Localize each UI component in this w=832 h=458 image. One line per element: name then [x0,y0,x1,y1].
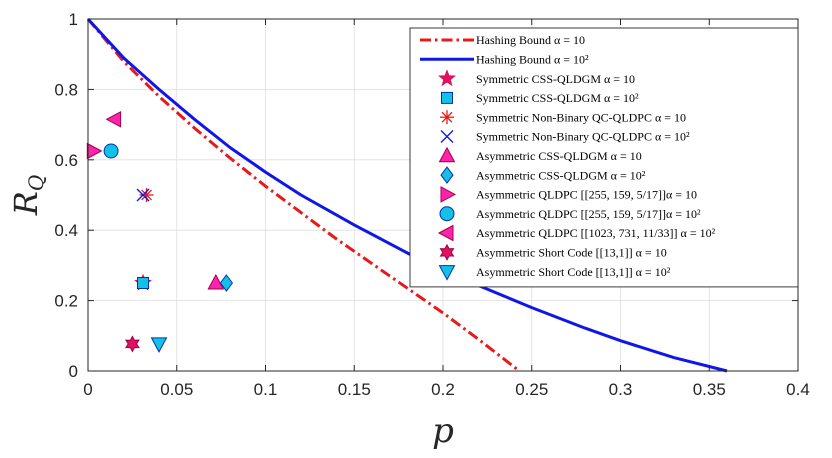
x-tick-label: 0.25 [515,380,548,399]
y-tick-label: 1 [69,10,78,29]
x-tick-label: 0.15 [338,380,371,399]
y-tick-label: 0.6 [54,151,78,170]
x-tick-label: 0.05 [160,380,193,399]
data-point-triangle-down-11 [150,337,168,353]
legend-entry: Asymmetric Short Code [[13,1]] α = 10 [439,243,667,261]
data-point-diamond-6 [219,274,234,292]
legend-label: Symmetric CSS-QLDGM α = 10² [476,91,639,105]
legend-label: Symmetric CSS-QLDGM α = 10 [476,72,635,86]
legend-entry: Symmetric Non-Binary QC-QLDPC α = 10² [440,130,690,144]
legend-label: Asymmetric CSS-QLDGM α = 10² [476,168,646,182]
legend-entry: Asymmetric CSS-QLDGM α = 10² [440,166,646,184]
axis-labels: p RQ [7,175,454,451]
data-point-triangle-up-5 [207,273,225,290]
curve-hashing-bound-2 [86,17,728,373]
data-points [86,110,234,353]
data-point-circle-8 [103,143,119,159]
data-point-square-2 [137,277,150,289]
data-point-hexagram-10 [124,335,140,353]
legend-label: Asymmetric CSS-QLDGM α = 10 [476,149,642,163]
y-tick-label: 0 [69,362,78,381]
x-tick-label: 0.3 [609,380,633,399]
y-tick-label: 0.8 [54,80,78,99]
data-point-asterisk-3 [139,188,154,202]
legend-label: Asymmetric Short Code [[13,1]] α = 10² [476,265,671,279]
legend-label: Asymmetric Short Code [[13,1]] α = 10 [476,246,667,260]
x-tick-label: 0.35 [693,380,726,399]
legend-marker [439,206,455,222]
legend-marker [437,224,454,242]
legend-entry: Asymmetric Short Code [[13,1]] α = 10² [438,265,671,281]
legend-entry: Asymmetric CSS-QLDGM α = 10 [438,146,642,163]
legend-marker [439,243,455,261]
legend-box [409,27,799,288]
data-point-triangle-right-7 [86,142,103,160]
legend-marker [440,166,454,184]
legend: Hashing Bound α = 10 Hashing Bound α = 10… [409,27,799,288]
legend-entry: Symmetric CSS-QLDGM α = 10 [438,69,635,87]
legend-entry: Asymmetric QLDPC [[255, 159, 5/17]]α = 1… [439,206,701,222]
legend-marker [438,69,456,87]
legend-marker [438,146,456,163]
y-tick-label: 0.4 [54,221,78,240]
data-point-x-4 [136,188,150,202]
legend-entry: Hashing Bound α = 10² [420,53,589,67]
x-tick-label: 0 [83,380,92,399]
legend-label: Hashing Bound α = 10² [476,53,589,67]
legend-entry: Asymmetric QLDPC [[255, 159, 5/17]]α = 1… [440,186,697,203]
legend-entry: Symmetric CSS-QLDGM α = 10² [441,91,639,105]
legend-marker [440,110,454,125]
legend-marker [438,265,456,281]
data-point-triangle-left-9 [105,110,122,128]
legend-label: Symmetric Non-Binary QC-QLDPC α = 10² [476,130,690,144]
legend-label: Asymmetric QLDPC [[255, 159, 5/17]]α = 1… [476,188,697,202]
x-tick-label: 0.2 [431,380,455,399]
legend-label: Asymmetric QLDPC [[255, 159, 5/17]]α = 1… [476,207,701,221]
y-tick-label: 0.2 [54,292,78,311]
legend-label: Hashing Bound α = 10 [476,33,585,47]
y-axis-label: RQ [7,175,48,217]
curves [86,17,728,373]
ticks: 0 0.05 0.1 0.15 0.2 0.25 0.3 0.35 0.4 0 0.2 0.4 0.6 0… [54,10,809,399]
legend-entry: Hashing Bound α = 10 [420,33,585,47]
legend-entry: Asymmetric QLDPC [[1023, 731, 11/33]] α … [437,224,716,242]
x-tick-label: 0.4 [786,380,810,399]
x-axis-label: p [432,411,454,451]
legend-marker [440,130,454,143]
legend-marker [440,186,457,203]
legend-label: Asymmetric QLDPC [[1023, 731, 11/33]] α … [476,226,716,240]
curve-hashing-bound-1 [86,18,521,373]
x-tick-label: 0.1 [254,380,278,399]
legend-label: Symmetric Non-Binary QC-QLDPC α = 10 [476,110,686,124]
legend-entry: Symmetric Non-Binary QC-QLDPC α = 10 [440,110,686,124]
legend-marker [441,91,453,104]
